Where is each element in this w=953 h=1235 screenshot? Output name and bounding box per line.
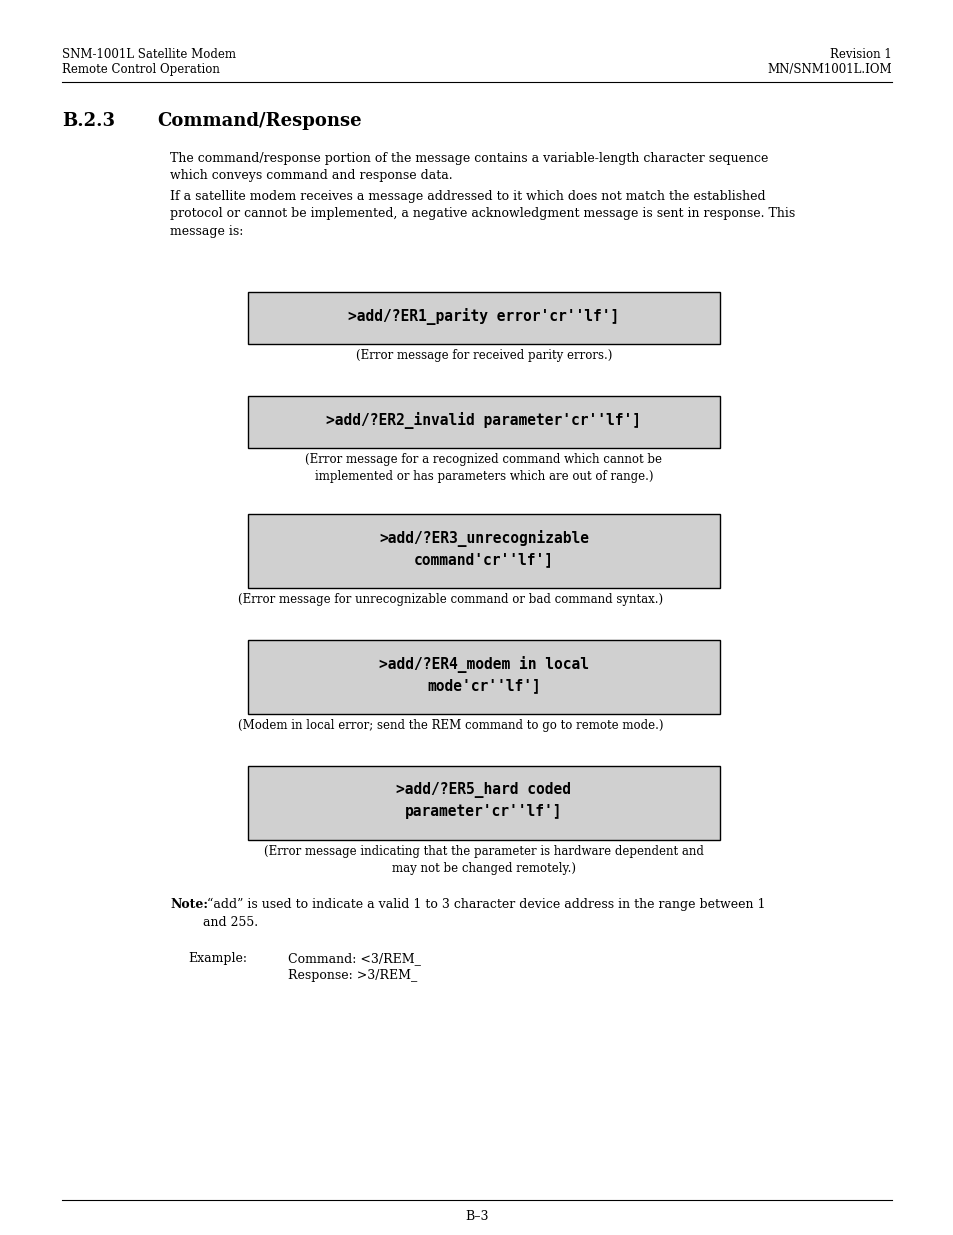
Text: >add/?ER4_modem in local: >add/?ER4_modem in local bbox=[378, 656, 588, 673]
Text: (Error message for received parity errors.): (Error message for received parity error… bbox=[355, 350, 612, 362]
Text: MN/SNM1001L.IOM: MN/SNM1001L.IOM bbox=[766, 63, 891, 77]
Text: >add/?ER1_parity error'cr''lf']: >add/?ER1_parity error'cr''lf'] bbox=[348, 308, 619, 325]
Text: Revision 1: Revision 1 bbox=[829, 48, 891, 61]
Text: >add/?ER3_unrecognizable: >add/?ER3_unrecognizable bbox=[378, 530, 588, 547]
FancyBboxPatch shape bbox=[248, 514, 720, 588]
FancyBboxPatch shape bbox=[248, 766, 720, 840]
Text: Remote Control Operation: Remote Control Operation bbox=[62, 63, 219, 77]
Text: parameter'cr''lf']: parameter'cr''lf'] bbox=[405, 804, 562, 819]
Text: (Error message indicating that the parameter is hardware dependent and
may not b: (Error message indicating that the param… bbox=[264, 845, 703, 876]
Text: SNM-1001L Satellite Modem: SNM-1001L Satellite Modem bbox=[62, 48, 235, 61]
Text: (Error message for unrecognizable command or bad command syntax.): (Error message for unrecognizable comman… bbox=[237, 593, 662, 606]
Text: >add/?ER5_hard coded: >add/?ER5_hard coded bbox=[396, 782, 571, 798]
Text: >add/?ER2_invalid parameter'cr''lf']: >add/?ER2_invalid parameter'cr''lf'] bbox=[326, 412, 640, 429]
Text: “add” is used to indicate a valid 1 to 3 character device address in the range b: “add” is used to indicate a valid 1 to 3… bbox=[203, 898, 764, 929]
Text: Command: <3/REM_: Command: <3/REM_ bbox=[288, 952, 420, 965]
Text: Note:: Note: bbox=[170, 898, 208, 911]
Text: (Error message for a recognized command which cannot be
implemented or has param: (Error message for a recognized command … bbox=[305, 453, 661, 483]
Text: Command/Response: Command/Response bbox=[157, 112, 361, 130]
Text: command'cr''lf']: command'cr''lf'] bbox=[414, 552, 554, 567]
FancyBboxPatch shape bbox=[248, 640, 720, 714]
Text: If a satellite modem receives a message addressed to it which does not match the: If a satellite modem receives a message … bbox=[170, 190, 795, 238]
Text: mode'cr''lf']: mode'cr''lf'] bbox=[427, 678, 540, 693]
Text: (Modem in local error; send the REM command to go to remote mode.): (Modem in local error; send the REM comm… bbox=[237, 719, 662, 732]
FancyBboxPatch shape bbox=[248, 291, 720, 345]
Text: The command/response portion of the message contains a variable-length character: The command/response portion of the mess… bbox=[170, 152, 767, 183]
Text: B–3: B–3 bbox=[465, 1210, 488, 1223]
Text: B.2.3: B.2.3 bbox=[62, 112, 115, 130]
Text: Response: >3/REM_: Response: >3/REM_ bbox=[288, 969, 416, 982]
FancyBboxPatch shape bbox=[248, 396, 720, 448]
Text: Example:: Example: bbox=[188, 952, 247, 965]
